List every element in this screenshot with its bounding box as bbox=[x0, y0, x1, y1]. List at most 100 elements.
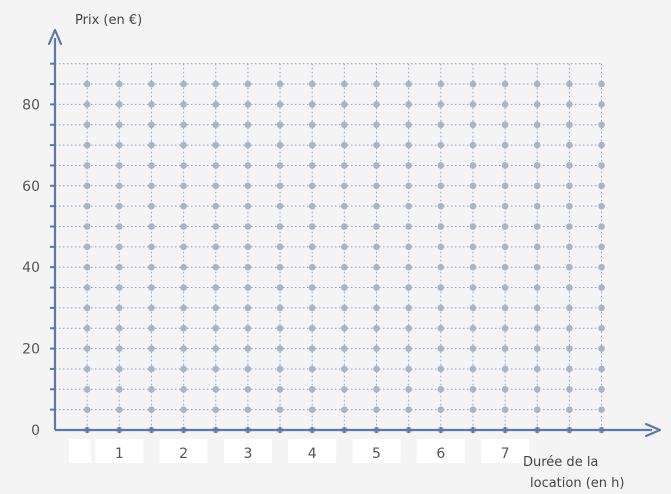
grid-dot bbox=[373, 162, 380, 169]
grid-dot bbox=[244, 80, 252, 88]
grid-dot bbox=[566, 141, 573, 149]
grid-dot bbox=[469, 80, 477, 88]
grid-dot bbox=[533, 386, 541, 393]
grid-dot bbox=[501, 263, 509, 271]
grid-dot bbox=[341, 365, 348, 373]
grid-dot bbox=[83, 345, 91, 352]
grid-dot bbox=[83, 406, 91, 413]
grid-dot bbox=[373, 263, 380, 271]
grid-dot bbox=[244, 263, 252, 271]
grid-dot bbox=[469, 182, 477, 190]
grid-dot bbox=[469, 243, 477, 251]
grid-dot bbox=[83, 101, 91, 108]
grid-dot bbox=[437, 365, 445, 373]
grid-dot bbox=[373, 80, 380, 88]
x-tick-label: 7 bbox=[501, 446, 510, 462]
grid-dot bbox=[341, 162, 348, 169]
grid-dot bbox=[244, 182, 252, 190]
grid-dot bbox=[83, 243, 91, 251]
grid-dot bbox=[533, 365, 541, 373]
grid-dot bbox=[212, 406, 220, 413]
grid-dot bbox=[244, 386, 252, 393]
grid-dot bbox=[501, 202, 509, 210]
grid-dot bbox=[566, 406, 573, 413]
grid-dot bbox=[341, 304, 348, 312]
grid-dot bbox=[212, 365, 220, 373]
grid-dot bbox=[341, 406, 348, 413]
grid-dot bbox=[212, 263, 220, 271]
grid-dot bbox=[501, 284, 509, 291]
grid-dot bbox=[405, 162, 412, 169]
grid-dot bbox=[148, 365, 155, 373]
grid-dot bbox=[276, 406, 284, 413]
grid-dot bbox=[501, 304, 509, 312]
grid-dot bbox=[276, 202, 284, 210]
grid-dot bbox=[533, 345, 541, 352]
x-tick-label: 6 bbox=[436, 446, 445, 462]
grid-dot bbox=[308, 101, 316, 108]
grid-dot bbox=[598, 263, 605, 271]
grid-dot bbox=[437, 284, 445, 291]
x-tick-label-bg bbox=[69, 439, 91, 463]
grid-dot bbox=[373, 202, 380, 210]
grid-dot bbox=[212, 304, 220, 312]
grid-dot bbox=[116, 80, 123, 88]
grid-dot bbox=[469, 101, 477, 108]
grid-dot bbox=[83, 121, 91, 129]
grid-dot bbox=[83, 263, 91, 271]
grid-dot bbox=[405, 386, 412, 393]
grid-dot bbox=[405, 324, 412, 332]
grid-dot bbox=[533, 284, 541, 291]
grid-dot bbox=[83, 141, 91, 149]
grid-dot bbox=[405, 80, 412, 88]
grid-dot bbox=[308, 263, 316, 271]
grid-dot bbox=[373, 121, 380, 129]
grid-dot bbox=[341, 223, 348, 230]
grid-dot bbox=[373, 101, 380, 108]
grid-dot bbox=[598, 223, 605, 230]
grid-dot bbox=[341, 101, 348, 108]
x-tick-label-bg bbox=[95, 439, 144, 463]
grid-dot bbox=[373, 386, 380, 393]
grid-dot bbox=[116, 162, 123, 169]
grid-dot bbox=[566, 284, 573, 291]
grid-dot bbox=[83, 304, 91, 312]
grid-dot bbox=[308, 304, 316, 312]
grid-dot bbox=[469, 324, 477, 332]
grid-dot bbox=[598, 162, 605, 169]
x-tick-label-bg bbox=[416, 439, 465, 463]
grid-dot bbox=[116, 345, 123, 352]
grid-dot bbox=[437, 345, 445, 352]
grid-dot bbox=[405, 304, 412, 312]
grid-dot bbox=[341, 263, 348, 271]
y-tick-label: 60 bbox=[22, 179, 40, 195]
grid-dot bbox=[373, 365, 380, 373]
grid-dot bbox=[437, 80, 445, 88]
grid-dot bbox=[437, 263, 445, 271]
grid-dot bbox=[83, 80, 91, 88]
grid-dot bbox=[566, 304, 573, 312]
grid-dot bbox=[244, 162, 252, 169]
grid-dot bbox=[341, 284, 348, 291]
grid-dot bbox=[501, 80, 509, 88]
grid-dot bbox=[598, 121, 605, 129]
grid-dot bbox=[212, 202, 220, 210]
grid-dot bbox=[566, 80, 573, 88]
grid-dot bbox=[598, 243, 605, 251]
grid-dot bbox=[308, 80, 316, 88]
grid-dot bbox=[308, 324, 316, 332]
grid-dot bbox=[533, 406, 541, 413]
grid-dot bbox=[405, 141, 412, 149]
grid-dot bbox=[83, 162, 91, 169]
grid-dot bbox=[501, 345, 509, 352]
grid-dot bbox=[598, 141, 605, 149]
grid-dot bbox=[148, 263, 155, 271]
grid-dot bbox=[244, 243, 252, 251]
grid-dot bbox=[212, 284, 220, 291]
grid-dot bbox=[148, 345, 155, 352]
grid-dot bbox=[148, 304, 155, 312]
grid-dot bbox=[566, 121, 573, 129]
grid-dot bbox=[308, 223, 316, 230]
grid-dot bbox=[180, 324, 187, 332]
grid-dot bbox=[405, 101, 412, 108]
